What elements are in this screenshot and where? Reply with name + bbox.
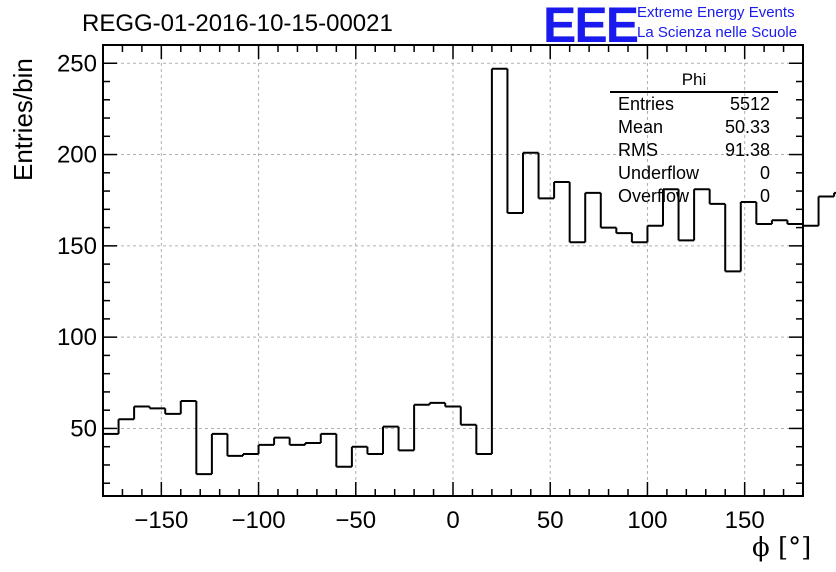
histogram-bin [662,188,679,226]
stat-row-entries: Entries 5512 [610,93,778,116]
stat-value: 0 [759,186,770,206]
histogram-bin [319,432,337,444]
histogram-bin [630,233,648,244]
histogram-bin [444,402,461,408]
histogram-bin [553,180,570,199]
histogram-bin [413,403,430,451]
x-tick-label: 150 [725,507,765,534]
histogram-bin [615,227,632,235]
x-tick-label: −150 [134,507,188,534]
histogram-bin [273,436,290,445]
histogram-bin [242,453,259,456]
histogram-bin [210,432,228,475]
histogram-bin [833,191,836,197]
histogram-bin [739,201,757,272]
grid-lines [103,45,803,496]
x-tick-label: 0 [446,507,459,534]
histogram-bin [817,195,835,226]
histogram-bin [226,433,243,457]
x-axis-label: ϕ [°] [752,533,812,563]
histogram-bin [646,224,663,243]
stat-value: 50.33 [724,117,770,137]
histogram-bin [522,151,539,213]
stat-name: RMS [618,140,658,160]
histogram-bin [755,202,772,225]
histogram-bin [459,406,477,426]
histogram-bin [490,67,508,455]
tick-labels: −150 −100 −50 0 50 100 150 50 100 150 200 250 [57,50,765,534]
x-tick-label: 100 [627,507,667,534]
stats-divider [610,91,778,93]
histogram-bin [599,192,617,229]
histogram-bin [304,442,321,445]
histogram-bin [179,400,197,414]
histogram-bin [164,408,181,415]
stats-box: Phi Entries 5512 Mean 50.33 RMS 91.38 Un… [610,70,778,208]
histogram-bin [693,188,710,241]
histogram-bin [335,433,352,468]
histogram-bin [195,401,212,476]
histogram-bin [133,405,150,420]
axis-ticks [102,44,804,496]
x-tick-label: −50 [335,507,376,534]
y-tick-label: 50 [70,415,97,442]
histogram-bars [103,67,836,476]
stat-row-overflow: Overflow 0 [610,185,778,208]
stat-value: 5512 [729,94,770,114]
histogram-bin [148,406,166,410]
histogram-bin [802,223,819,227]
eee-logo: EEE [543,0,639,53]
histogram-bin [786,220,803,225]
logo-caption-line1: Extreme Energy Events [637,4,795,21]
histogram-bin [366,446,383,456]
y-tick-label: 100 [57,324,97,351]
stat-value: 91.38 [724,140,770,160]
stat-value: 0 [759,163,770,183]
histogram-bin [708,189,726,205]
histogram-bin [117,418,135,434]
logo-caption-line2: La Scienza nelle Scuole [637,24,798,41]
stat-row-mean: Mean 50.33 [610,116,778,139]
histogram-bin [568,181,586,244]
stat-row-rms: RMS 91.38 [610,139,778,162]
stat-name: Underflow [618,163,700,183]
histogram-bin [475,424,492,456]
stat-name: Overflow [618,186,690,206]
stats-title: Phi [681,70,707,89]
histogram-bin [288,437,306,446]
x-tick-label: 50 [537,507,564,534]
histogram-bin [506,68,523,214]
histogram-bin [257,443,275,455]
y-axis-label: Entries/bin [8,58,38,181]
histogram-bin [350,445,368,467]
histogram-bin [382,425,399,455]
histogram-bin [677,189,695,242]
stat-row-underflow: Underflow 0 [610,162,778,185]
stat-name: Entries [618,94,675,114]
stat-name: Mean [618,117,664,137]
histogram-bin [724,203,741,273]
histogram-bin [397,426,415,452]
chart-title: REGG-01-2016-10-15-00021 [82,10,393,37]
y-tick-label: 200 [57,142,97,169]
histogram-bin [428,401,446,405]
histogram-bin [770,219,788,224]
y-tick-label: 150 [57,233,97,260]
histogram-bin [584,191,601,243]
y-tick-label: 250 [57,50,97,77]
x-tick-label: −100 [232,507,286,534]
histogram-bin [537,152,555,200]
